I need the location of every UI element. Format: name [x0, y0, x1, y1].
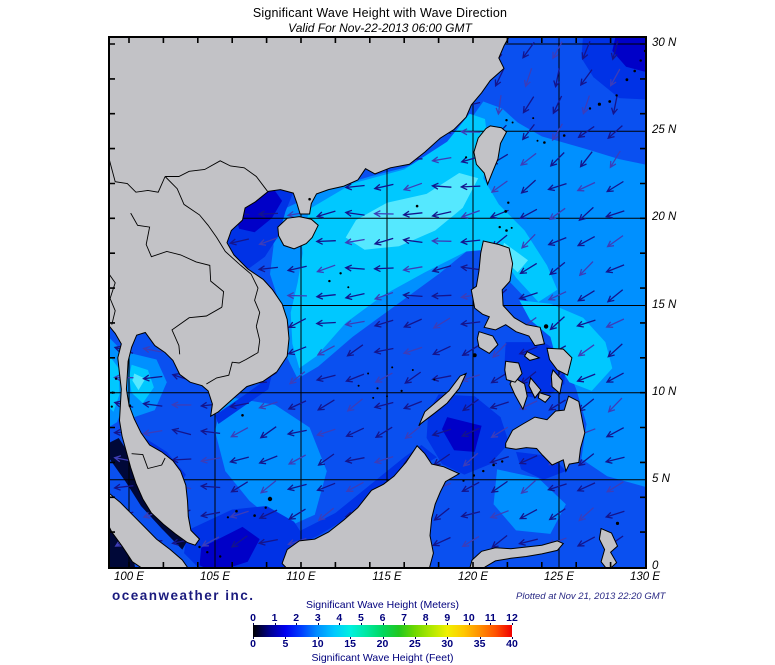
legend-feet-tick: 35 — [473, 638, 486, 650]
y-axis-label: 10 N — [652, 385, 677, 398]
y-axis-label: 20 N — [652, 211, 677, 224]
plotted-timestamp: Plotted at Nov 21, 2013 22:20 GMT — [516, 591, 666, 602]
y-axis-label: 25 N — [652, 124, 677, 137]
legend-meters-tick: 7 — [401, 612, 407, 624]
legend-meters-tick: 5 — [357, 612, 364, 624]
legend-feet-tick: 40 — [506, 638, 518, 650]
x-axis-label: 125 E — [543, 571, 575, 583]
legend-meters-ticks: 0 1 2 3 4 5 6 7 8 9 10 11 12 — [250, 612, 518, 625]
legend-feet-tick: 15 — [344, 638, 356, 650]
legend-feet-tick: 5 — [282, 638, 289, 650]
legend-meters-tick: 11 — [484, 612, 496, 624]
legend-feet-tick: 25 — [409, 638, 421, 650]
legend-meters-tick: 4 — [336, 612, 343, 624]
legend-meters-tick: 6 — [379, 612, 386, 624]
oceanweather-logo: oceanweather inc. — [112, 588, 255, 603]
legend-feet-tick: 20 — [376, 638, 389, 650]
legend-meters-tick: 10 — [462, 612, 475, 624]
y-axis-label: 15 N — [652, 298, 677, 311]
legend-color-bar — [253, 623, 513, 639]
legend-meters-tick: 1 — [271, 612, 278, 624]
valid-time-subtitle: Valid For Nov-22-2013 06:00 GMT — [288, 21, 472, 35]
y-axis-label: 5 N — [652, 473, 670, 485]
map-frame — [108, 36, 647, 569]
wave-map — [110, 38, 645, 567]
x-axis-label: 115 E — [372, 571, 402, 583]
legend-gradient — [253, 625, 512, 637]
chart-header: Significant Wave Height with Wave Direct… — [0, 6, 760, 35]
y-axis-label: 0 — [652, 560, 659, 573]
legend-meters-tick: 12 — [506, 612, 518, 624]
legend-meters-tick: 2 — [293, 612, 300, 624]
y-axis-label: 30 N — [652, 37, 677, 49]
legend-feet-ticks: 0 5 10 15 20 25 30 35 40 — [250, 638, 518, 651]
x-axis-label: 130 E — [629, 571, 661, 583]
legend-meters-tick: 8 — [422, 612, 429, 624]
x-axis-label: 120 E — [457, 571, 489, 583]
legend-feet-tick: 10 — [311, 638, 324, 650]
x-axis-label: 100 E — [113, 571, 145, 583]
legend-meters-label: Significant Wave Height (Meters) — [305, 599, 460, 611]
x-axis-label: 105 E — [199, 571, 231, 583]
legend-meters-tick: 9 — [444, 612, 451, 624]
legend-feet-label: Significant Wave Height (Feet) — [311, 652, 454, 664]
page-title: Significant Wave Height with Wave Direct… — [252, 6, 508, 20]
x-axis-label: 110 E — [286, 571, 316, 583]
legend-feet-tick: 30 — [441, 638, 454, 650]
legend-meters-tick: 0 — [250, 612, 256, 624]
legend-meters-tick: 3 — [314, 612, 321, 624]
legend-feet-tick: 0 — [250, 638, 256, 650]
